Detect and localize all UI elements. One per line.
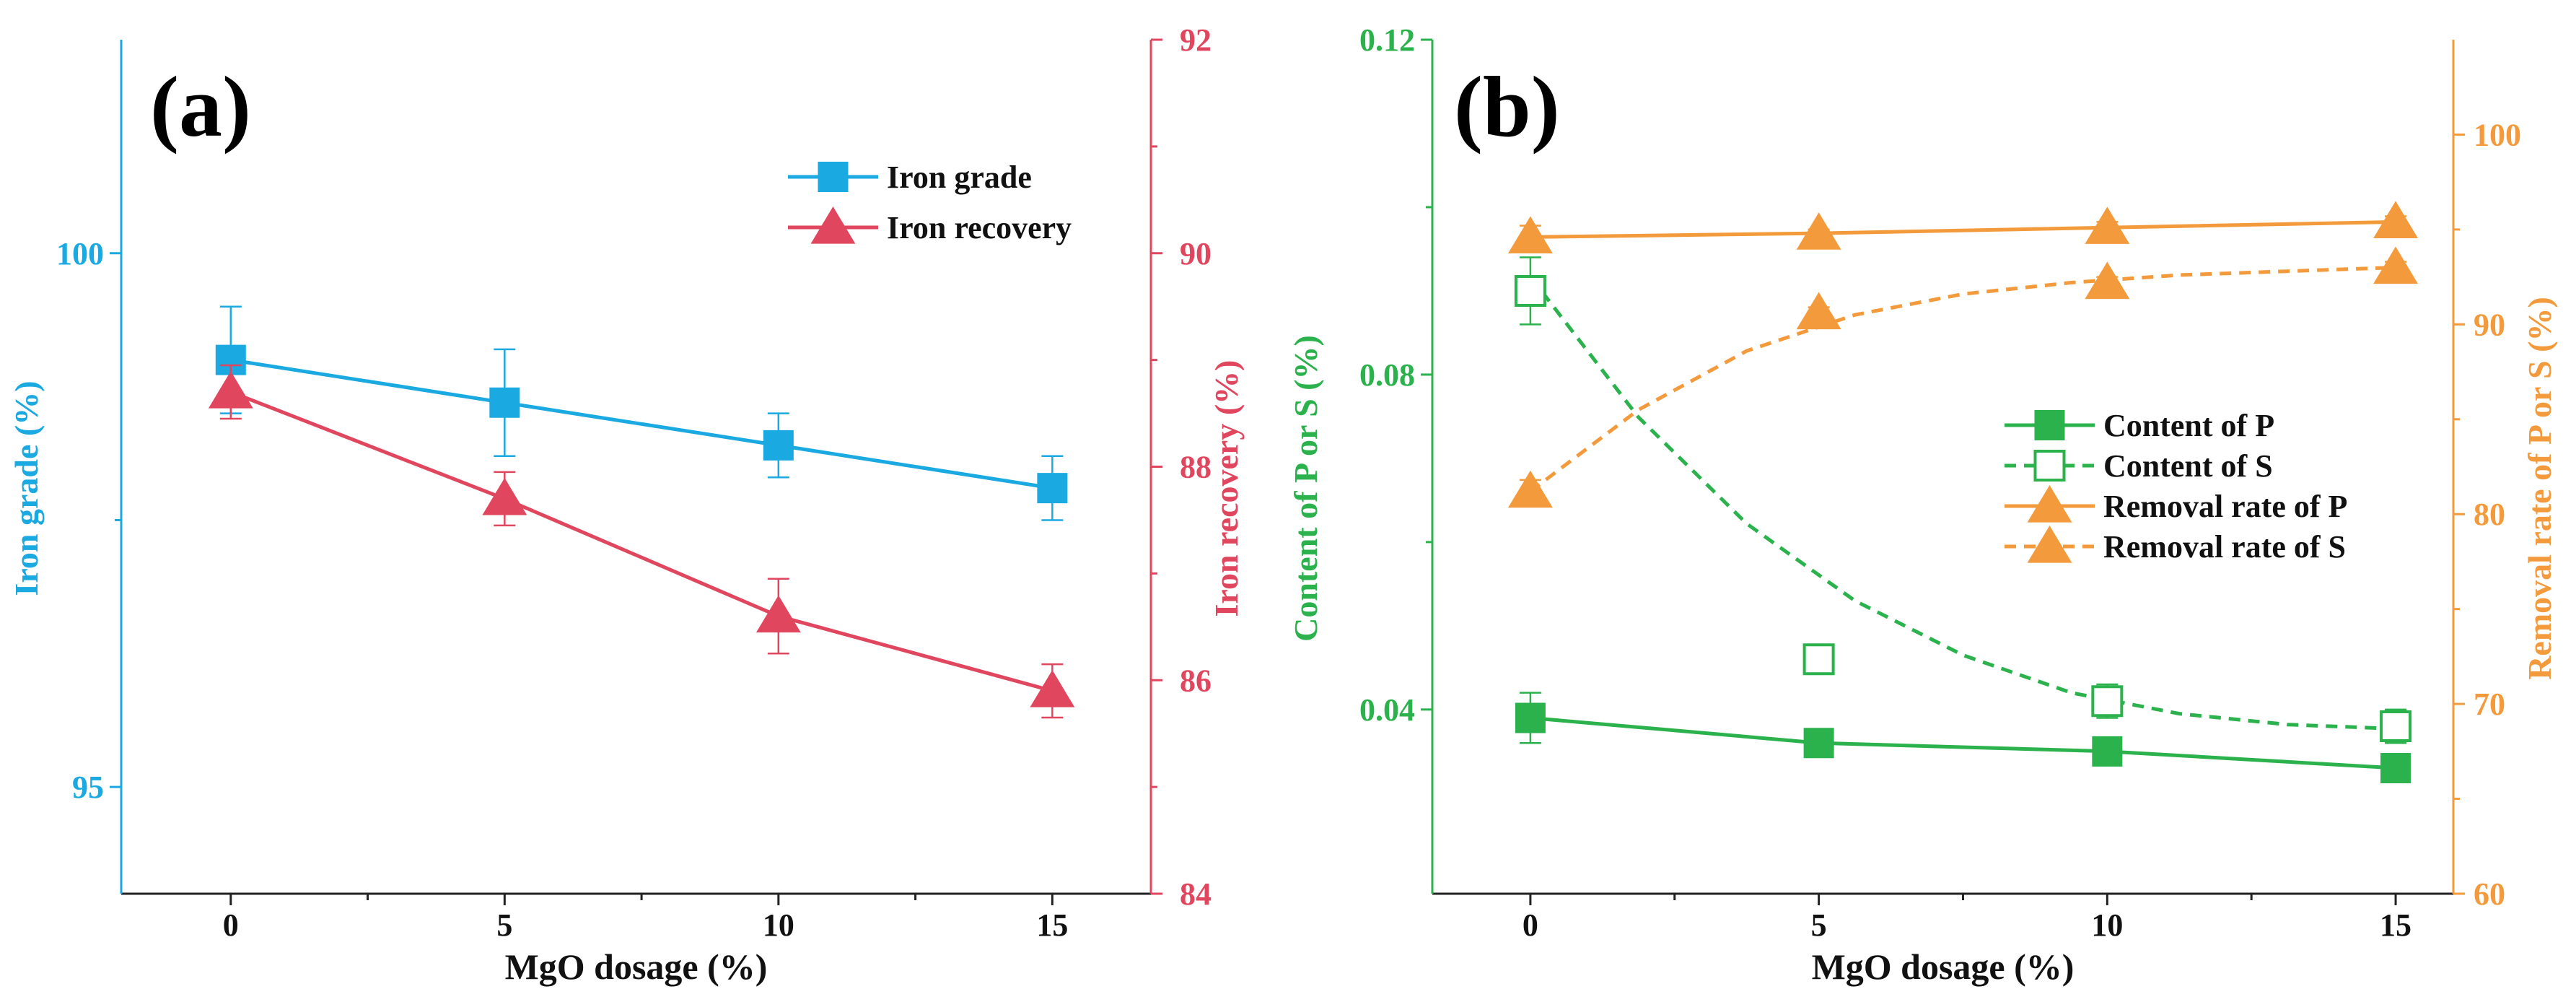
right-y-tick-label: 88 <box>1180 450 1212 485</box>
panel-a: (a) 0 5 10 15 MgO dosage (%) 95 100 Iron grade … <box>8 22 1245 987</box>
data-point <box>2373 201 2418 238</box>
panel-b: (b) 0 5 10 15 MgO dosage (%) 0.04 0.08 0.12 Cont… <box>1287 22 2558 987</box>
panel-a-label: (a) <box>150 58 251 154</box>
data-point <box>763 430 794 461</box>
legend-label: Content of P <box>2103 408 2274 443</box>
legend-label: Iron recovery <box>887 210 1072 245</box>
data-point <box>2380 753 2411 784</box>
legend-marker <box>2034 410 2065 440</box>
right-y-tick-label: 92 <box>1180 22 1212 58</box>
series-line <box>230 358 1053 490</box>
right-y-tick-label: 70 <box>2474 687 2505 722</box>
right-y-axis-title: Removal rate of P or S (%) <box>2521 297 2558 680</box>
data-point <box>1515 702 1546 733</box>
data-point <box>208 371 253 409</box>
legend-marker <box>818 162 849 192</box>
left-y-axis-title: Content of P or S (%) <box>1287 335 1324 642</box>
data-point <box>1514 274 1546 307</box>
right-y-tick-label: 100 <box>2474 117 2521 152</box>
right-y-tick-label: 80 <box>2474 497 2505 532</box>
data-point <box>489 387 520 418</box>
legend-label: Content of S <box>2103 448 2273 484</box>
data-point <box>1802 643 1835 676</box>
series-line <box>1530 715 2396 770</box>
series-line <box>1529 266 2396 493</box>
x-tick-label: 5 <box>496 907 512 943</box>
left-y-axis-title: Iron grade (%) <box>8 380 45 596</box>
data-point <box>2092 736 2123 767</box>
x-tick-label: 10 <box>2091 907 2123 943</box>
series-line <box>1530 219 2396 239</box>
left-y-tick-label: 100 <box>56 236 104 271</box>
data-point <box>215 344 246 375</box>
x-axis-title: MgO dosage (%) <box>1812 946 2075 987</box>
right-y-axis-title: Iron recovery (%) <box>1208 360 1245 617</box>
right-y-tick-label: 60 <box>2474 876 2505 912</box>
data-point <box>1037 473 1068 504</box>
right-y-tick-label: 86 <box>1180 663 1212 698</box>
legend-label: Removal rate of P <box>2103 489 2347 524</box>
right-y-tick-label: 90 <box>2474 307 2505 342</box>
data-point <box>755 595 801 633</box>
data-point <box>2085 261 2130 300</box>
data-point <box>2091 685 2124 718</box>
legend-label: Iron grade <box>887 160 1032 195</box>
data-point <box>1803 728 1834 759</box>
panel-b-label: (b) <box>1454 58 1560 154</box>
series-line <box>1528 275 2396 731</box>
legend-marker <box>810 206 856 244</box>
right-y-tick-label: 90 <box>1180 236 1212 271</box>
data-point <box>2085 206 2130 244</box>
left-y-tick-label: 0.04 <box>1359 692 1415 728</box>
data-point <box>2380 710 2412 743</box>
x-tick-label: 15 <box>1036 907 1068 943</box>
x-tick-label: 0 <box>1523 907 1538 943</box>
legend-label: Removal rate of S <box>2103 529 2346 565</box>
data-point <box>1507 216 1553 254</box>
legend-marker <box>2027 485 2072 523</box>
legend-marker <box>2033 450 2066 482</box>
left-y-tick-label: 0.12 <box>1359 22 1415 58</box>
x-tick-label: 10 <box>763 907 794 943</box>
data-point <box>1030 670 1075 707</box>
data-point <box>1796 292 1841 330</box>
data-point <box>1796 212 1841 250</box>
x-tick-label: 5 <box>1811 907 1827 943</box>
x-tick-label: 0 <box>223 907 239 943</box>
x-tick-label: 15 <box>2380 907 2411 943</box>
data-point <box>1507 470 1553 508</box>
legend-marker <box>2027 526 2072 563</box>
series-line <box>229 390 1053 693</box>
data-point <box>2373 246 2418 284</box>
data-point <box>482 477 527 515</box>
left-y-tick-label: 0.08 <box>1359 357 1415 393</box>
left-y-tick-label: 95 <box>72 770 104 805</box>
x-axis-title: MgO dosage (%) <box>505 946 768 987</box>
right-y-tick-label: 84 <box>1180 876 1212 912</box>
